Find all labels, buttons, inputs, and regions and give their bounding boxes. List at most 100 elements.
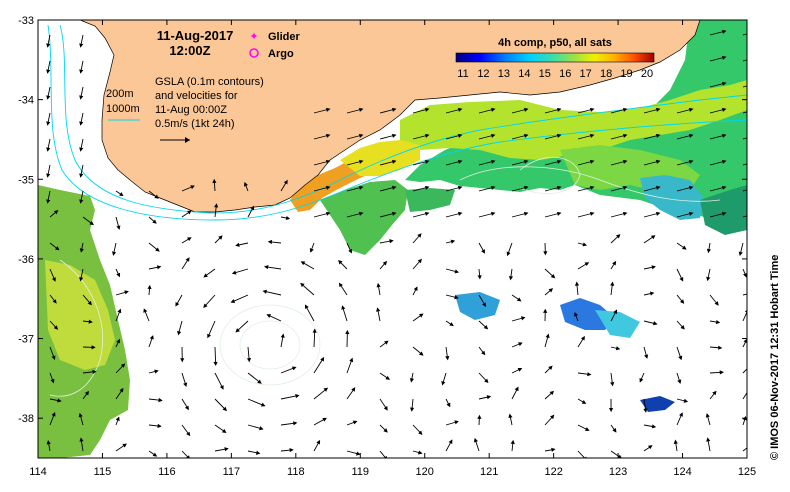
gsla-line3: 11-Aug 00:00Z xyxy=(155,104,227,116)
velocity-arrowhead-icon xyxy=(51,355,56,361)
sst-patch-dark-east xyxy=(700,185,747,235)
colorbar-tick-label: 16 xyxy=(559,68,571,80)
velocity-arrowhead-icon xyxy=(359,133,364,138)
velocity-arrowhead-icon xyxy=(756,160,759,163)
velocity-arrowhead-icon xyxy=(458,107,463,112)
velocity-arrowhead-icon xyxy=(79,43,84,48)
velocity-arrowhead-icon xyxy=(120,363,126,368)
velocity-arrowhead-icon xyxy=(557,159,562,164)
velocity-arrowhead-icon xyxy=(613,309,618,315)
velocity-arrowhead-icon xyxy=(524,133,529,138)
velocity-arrowhead-icon xyxy=(551,447,556,452)
velocity-arrowhead-icon xyxy=(615,346,621,351)
velocity-arrowhead-icon xyxy=(154,194,159,199)
velocity-arrowhead-icon xyxy=(557,185,562,190)
velocity-arrowhead-icon xyxy=(656,107,661,112)
velocity-arrowhead-icon xyxy=(454,295,459,300)
colorbar-tick-label: 11 xyxy=(457,68,468,80)
velocity-arrowhead-icon xyxy=(580,335,585,341)
velocity-arrowhead-icon xyxy=(53,210,59,215)
velocity-arrowhead-icon xyxy=(230,299,236,303)
lat-tick-label: -36 xyxy=(18,254,34,266)
velocity-arrowhead-icon xyxy=(235,328,240,333)
velocity-arrowhead-icon xyxy=(180,358,185,363)
sst-patch-green-mid xyxy=(320,180,408,255)
velocity-arrowhead-icon xyxy=(680,325,685,330)
velocity-arrow xyxy=(742,391,747,400)
velocity-arrowhead-icon xyxy=(550,414,555,420)
velocity-arrowhead-icon xyxy=(152,219,157,224)
velocity-arrowhead-icon xyxy=(679,276,684,282)
velocity-arrowhead-icon xyxy=(656,211,661,216)
lon-tick-label: 125 xyxy=(738,466,756,478)
velocity-arrowhead-icon xyxy=(222,406,227,412)
velocity-arrowhead-icon xyxy=(722,81,727,86)
velocity-arrowhead-icon xyxy=(677,379,682,384)
velocity-arrowhead-icon xyxy=(359,185,364,190)
velocity-arrowhead-icon xyxy=(548,288,554,293)
velocity-arrowhead-icon xyxy=(341,305,346,310)
velocity-arrowhead-icon xyxy=(706,276,711,282)
velocity-arrowhead-icon xyxy=(84,390,89,396)
velocity-arrowhead-icon xyxy=(445,355,450,361)
velocity-arrowhead-icon xyxy=(574,312,579,317)
velocity-arrowhead-icon xyxy=(623,107,628,112)
velocity-arrowhead-icon xyxy=(590,211,595,216)
velocity-arrowhead-icon xyxy=(644,354,649,359)
velocity-arrowhead-icon xyxy=(516,297,522,302)
isobath-1000m xyxy=(47,24,747,221)
velocity-arrowhead-icon xyxy=(186,431,191,437)
velocity-arrowhead-icon xyxy=(417,258,422,264)
velocity-arrowhead-icon xyxy=(359,159,364,164)
velocity-arrowhead-icon xyxy=(285,216,291,221)
velocity-arrowhead-icon xyxy=(681,245,687,250)
velocity-arrowhead-icon xyxy=(608,407,614,413)
velocity-arrowhead-icon xyxy=(656,133,661,138)
velocity-arrowhead-icon xyxy=(392,159,397,164)
velocity-arrowhead-icon xyxy=(652,321,658,326)
velocity-arrowhead-icon xyxy=(46,147,51,152)
velocity-arrowhead-icon xyxy=(389,239,394,244)
velocity-arrowhead-icon xyxy=(683,398,689,403)
velocity-arrowhead-icon xyxy=(309,248,314,253)
velocity-arrowhead-icon xyxy=(524,107,529,112)
velocity-arrowhead-icon xyxy=(187,210,192,215)
isobath-200m xyxy=(59,24,747,214)
sst-patch-navy-dot xyxy=(640,396,675,412)
velocity-arrowhead-icon xyxy=(491,133,496,138)
velocity-arrowhead-icon xyxy=(491,159,496,164)
velocity-arrowhead-icon xyxy=(259,426,264,431)
isobath-1000m-label: 1000m xyxy=(106,103,140,115)
velocity-arrowhead-icon xyxy=(756,108,759,111)
velocity-arrowhead-icon xyxy=(524,159,529,164)
velocity-arrowhead-icon xyxy=(510,439,515,445)
velocity-arrowhead-icon xyxy=(481,249,485,254)
argo-label: Argo xyxy=(268,48,294,60)
velocity-arrowhead-icon xyxy=(615,234,621,239)
gsla-contour xyxy=(219,304,321,386)
velocity-arrowhead-icon xyxy=(738,251,743,257)
plot-frame xyxy=(37,19,748,459)
velocity-arrowhead-icon xyxy=(392,107,397,112)
velocity-arrowhead-icon xyxy=(46,440,51,445)
velocity-arrowhead-icon xyxy=(689,185,694,190)
velocity-arrowhead-icon xyxy=(506,251,511,257)
map-time: 12:00Z xyxy=(169,43,210,58)
velocity-arrowhead-icon xyxy=(639,377,644,383)
velocity-arrowhead-icon xyxy=(154,369,159,374)
velocity-arrowhead-icon xyxy=(266,314,272,318)
velocity-arrowhead-icon xyxy=(418,430,423,435)
velocity-arrowhead-icon xyxy=(458,159,463,164)
velocity-arrowhead-icon xyxy=(326,107,331,112)
sst-colorbar: 4h comp, p50, all sats 11 12 13 14 15 16 17 18 1… xyxy=(455,37,655,80)
velocity-arrowhead-icon xyxy=(491,107,496,112)
velocity-arrow xyxy=(742,293,747,296)
colorbar-tick-label: 12 xyxy=(477,68,489,80)
velocity-arrowhead-icon xyxy=(718,345,723,350)
sst-patch-blue-south xyxy=(560,298,615,330)
sst-patch-west-yellow xyxy=(45,260,115,370)
velocity-arrowhead-icon xyxy=(152,452,158,457)
glider-label: Glider xyxy=(268,31,301,43)
velocity-arrowhead-icon xyxy=(385,375,391,380)
velocity-arrowhead-icon xyxy=(212,178,217,184)
